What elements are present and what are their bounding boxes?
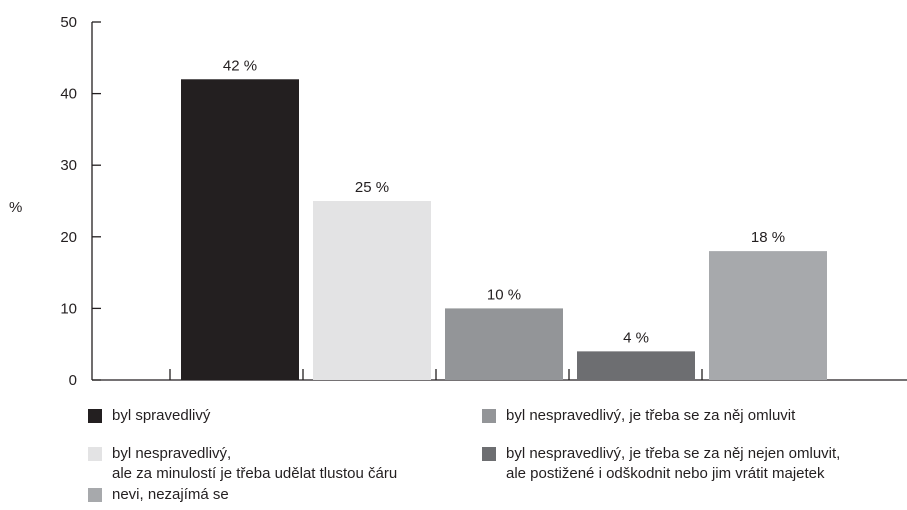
- bar: [313, 201, 431, 380]
- legend-label-line2: ale za minulostí je třeba udělat tlustou…: [112, 465, 398, 482]
- data-label: 25 %: [355, 179, 389, 196]
- data-label: 4 %: [623, 329, 649, 346]
- legend-item-nevi: nevi, nezajímá se: [88, 485, 229, 505]
- legend-item-tlusta-cara: byl nespravedlivý, ale za minulostí je t…: [88, 444, 397, 484]
- data-label: 42 %: [223, 57, 257, 74]
- legend-label: nevi, nezajímá se: [112, 486, 229, 503]
- legend-swatch: [482, 409, 496, 423]
- legend-swatch: [88, 447, 102, 461]
- y-tick-label: 20: [60, 229, 77, 246]
- legend-label: byl nespravedlivý, je třeba se za něj ne…: [506, 445, 841, 462]
- bar: [181, 79, 299, 380]
- bar-chart: 0 10 20 30 40 50 42 % 25 % 10 % 4 % 18 %: [60, 14, 907, 389]
- data-label: 10 %: [487, 286, 521, 303]
- bar: [709, 251, 827, 380]
- legend-item-spravedlivy: byl spravedlivý: [88, 406, 210, 426]
- y-tick-label: 50: [60, 14, 77, 31]
- y-tick-label: 10: [60, 300, 77, 317]
- legend-swatch: [482, 447, 496, 461]
- y-tick-label: 40: [60, 86, 77, 103]
- bar: [577, 351, 695, 380]
- legend-label: byl nespravedlivý,: [112, 445, 232, 462]
- legend-label: byl spravedlivý: [112, 407, 211, 424]
- legend-item-omluvit: byl nespravedlivý, je třeba se za něj om…: [482, 406, 795, 426]
- data-label: 18 %: [751, 229, 785, 246]
- y-tick-label: 30: [60, 157, 77, 174]
- legend-label-line2: ale postižené i odškodnit nebo jim vráti…: [506, 465, 825, 482]
- legend-item-odskodnit: byl nespravedlivý, je třeba se za něj ne…: [482, 444, 840, 484]
- legend-label: byl nespravedlivý, je třeba se za něj om…: [506, 407, 796, 424]
- y-axis-label: %: [9, 199, 23, 216]
- y-tick-label: 0: [69, 372, 77, 389]
- legend-swatch: [88, 409, 102, 423]
- legend-swatch: [88, 488, 102, 502]
- bar: [445, 308, 563, 380]
